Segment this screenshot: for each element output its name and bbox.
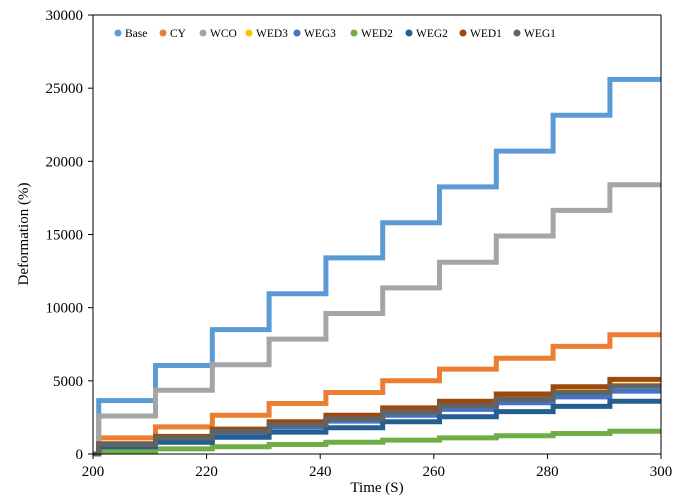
legend-marker-wed1 bbox=[459, 29, 467, 37]
legend-marker-weg2 bbox=[405, 29, 413, 37]
x-tick-label: 280 bbox=[536, 464, 559, 480]
y-tick-label: 15000 bbox=[46, 228, 84, 244]
series-line-cy bbox=[93, 332, 661, 457]
legend: Base CY WCO WED3 WEG3 WED2 WEG2 WED1 WEG1 bbox=[114, 28, 556, 40]
y-tick-label: 25000 bbox=[46, 81, 84, 97]
legend-label-cy: CY bbox=[170, 28, 187, 40]
legend-label-weg2: WEG2 bbox=[416, 28, 448, 40]
series-line-wco bbox=[93, 182, 661, 457]
legend-label-base: Base bbox=[125, 28, 147, 40]
legend-label-weg1: WEG1 bbox=[524, 28, 556, 40]
y-tick-label: 0 bbox=[76, 447, 84, 463]
y-tick-label: 10000 bbox=[46, 301, 84, 317]
y-tick-label: 30000 bbox=[46, 8, 84, 24]
legend-marker-wed3 bbox=[245, 29, 253, 37]
legend-label-wed3: WED3 bbox=[256, 28, 288, 40]
legend-label-weg3: WEG3 bbox=[304, 28, 336, 40]
legend-label-wed2: WED2 bbox=[361, 28, 393, 40]
x-axis-ticks: 200 220 240 260 280 300 bbox=[82, 454, 673, 480]
series-line-weg1 bbox=[93, 383, 661, 457]
x-tick-label: 220 bbox=[195, 464, 218, 480]
series-layer bbox=[93, 76, 661, 457]
legend-marker-weg3 bbox=[293, 29, 301, 37]
y-tick-label: 20000 bbox=[46, 154, 84, 170]
y-axis-ticks: 0 5000 10000 15000 20000 25000 30000 bbox=[46, 8, 93, 463]
legend-marker-wco bbox=[199, 29, 207, 37]
x-tick-label: 300 bbox=[650, 464, 673, 480]
x-tick-label: 200 bbox=[82, 464, 105, 480]
legend-marker-base bbox=[114, 29, 122, 37]
legend-marker-wed2 bbox=[350, 29, 358, 37]
series-line-base bbox=[93, 76, 661, 457]
series-line-wed2 bbox=[93, 428, 661, 457]
x-axis-title: Time (S) bbox=[350, 480, 403, 496]
legend-marker-weg1 bbox=[513, 29, 521, 37]
x-tick-label: 260 bbox=[423, 464, 446, 480]
y-axis-title: Deformation (%) bbox=[16, 183, 32, 286]
legend-marker-cy bbox=[159, 29, 167, 37]
legend-label-wco: WCO bbox=[210, 28, 237, 40]
x-tick-label: 240 bbox=[309, 464, 332, 480]
y-tick-label: 5000 bbox=[53, 374, 83, 390]
legend-label-wed1: WED1 bbox=[470, 28, 502, 40]
